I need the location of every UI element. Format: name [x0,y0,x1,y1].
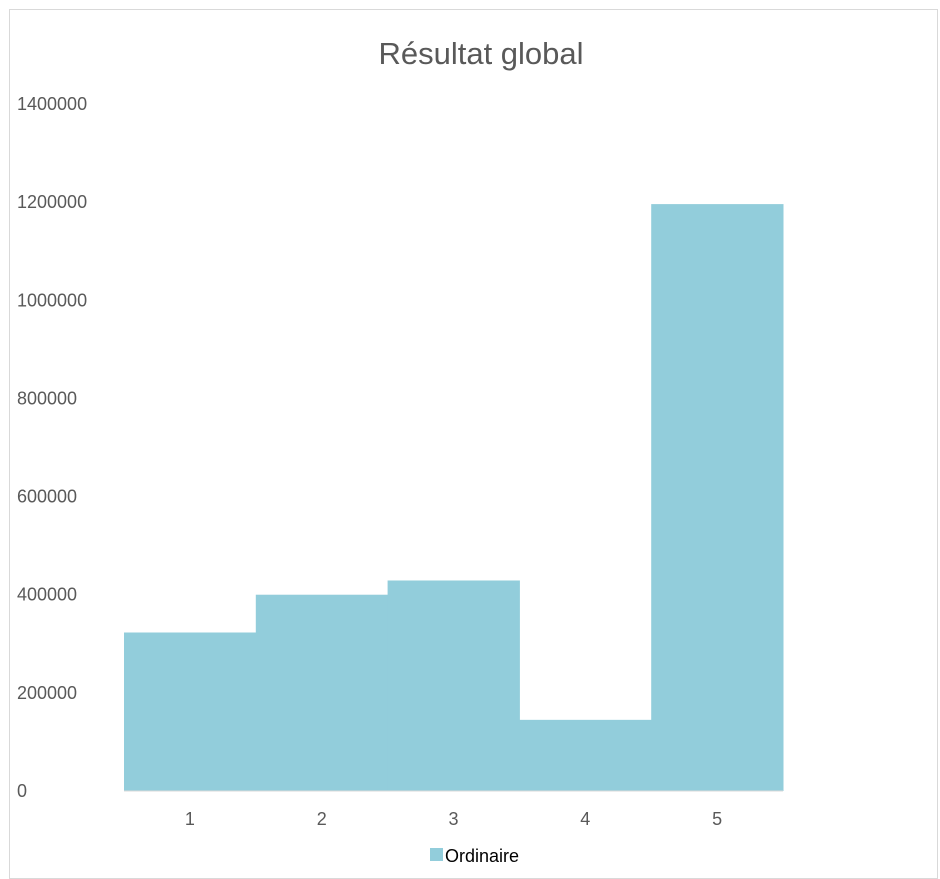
x-tick-label: 4 [580,809,590,829]
x-tick-label: 1 [185,809,195,829]
y-axis-ticks: 0 200000 400000 600000 800000 1000000 1200000 1… [17,94,87,801]
chart-title: Résultat global [378,36,583,71]
y-tick-label: 800000 [17,388,77,408]
x-tick-label: 3 [448,809,458,829]
legend: Ordinaire [430,846,519,866]
x-tick-label: 2 [317,809,327,829]
area-step-2 [255,594,389,791]
y-tick-label: 1000000 [17,290,87,310]
legend-label-ordinaire: Ordinaire [445,846,519,866]
y-tick-label: 400000 [17,585,77,605]
y-tick-label: 200000 [17,683,77,703]
y-tick-label: 600000 [17,487,77,507]
x-axis-ticks: 1 2 3 4 5 [185,809,722,829]
area-step-1 [124,632,257,791]
plot-area [124,204,784,792]
y-tick-label: 1400000 [17,94,87,114]
y-tick-label: 1200000 [17,192,87,212]
legend-swatch-ordinaire [430,848,443,861]
x-tick-label: 5 [712,809,722,829]
area-step-5 [651,204,784,791]
y-tick-label: 0 [17,781,27,801]
area-step-4 [519,719,652,791]
area-step-3 [387,580,520,791]
